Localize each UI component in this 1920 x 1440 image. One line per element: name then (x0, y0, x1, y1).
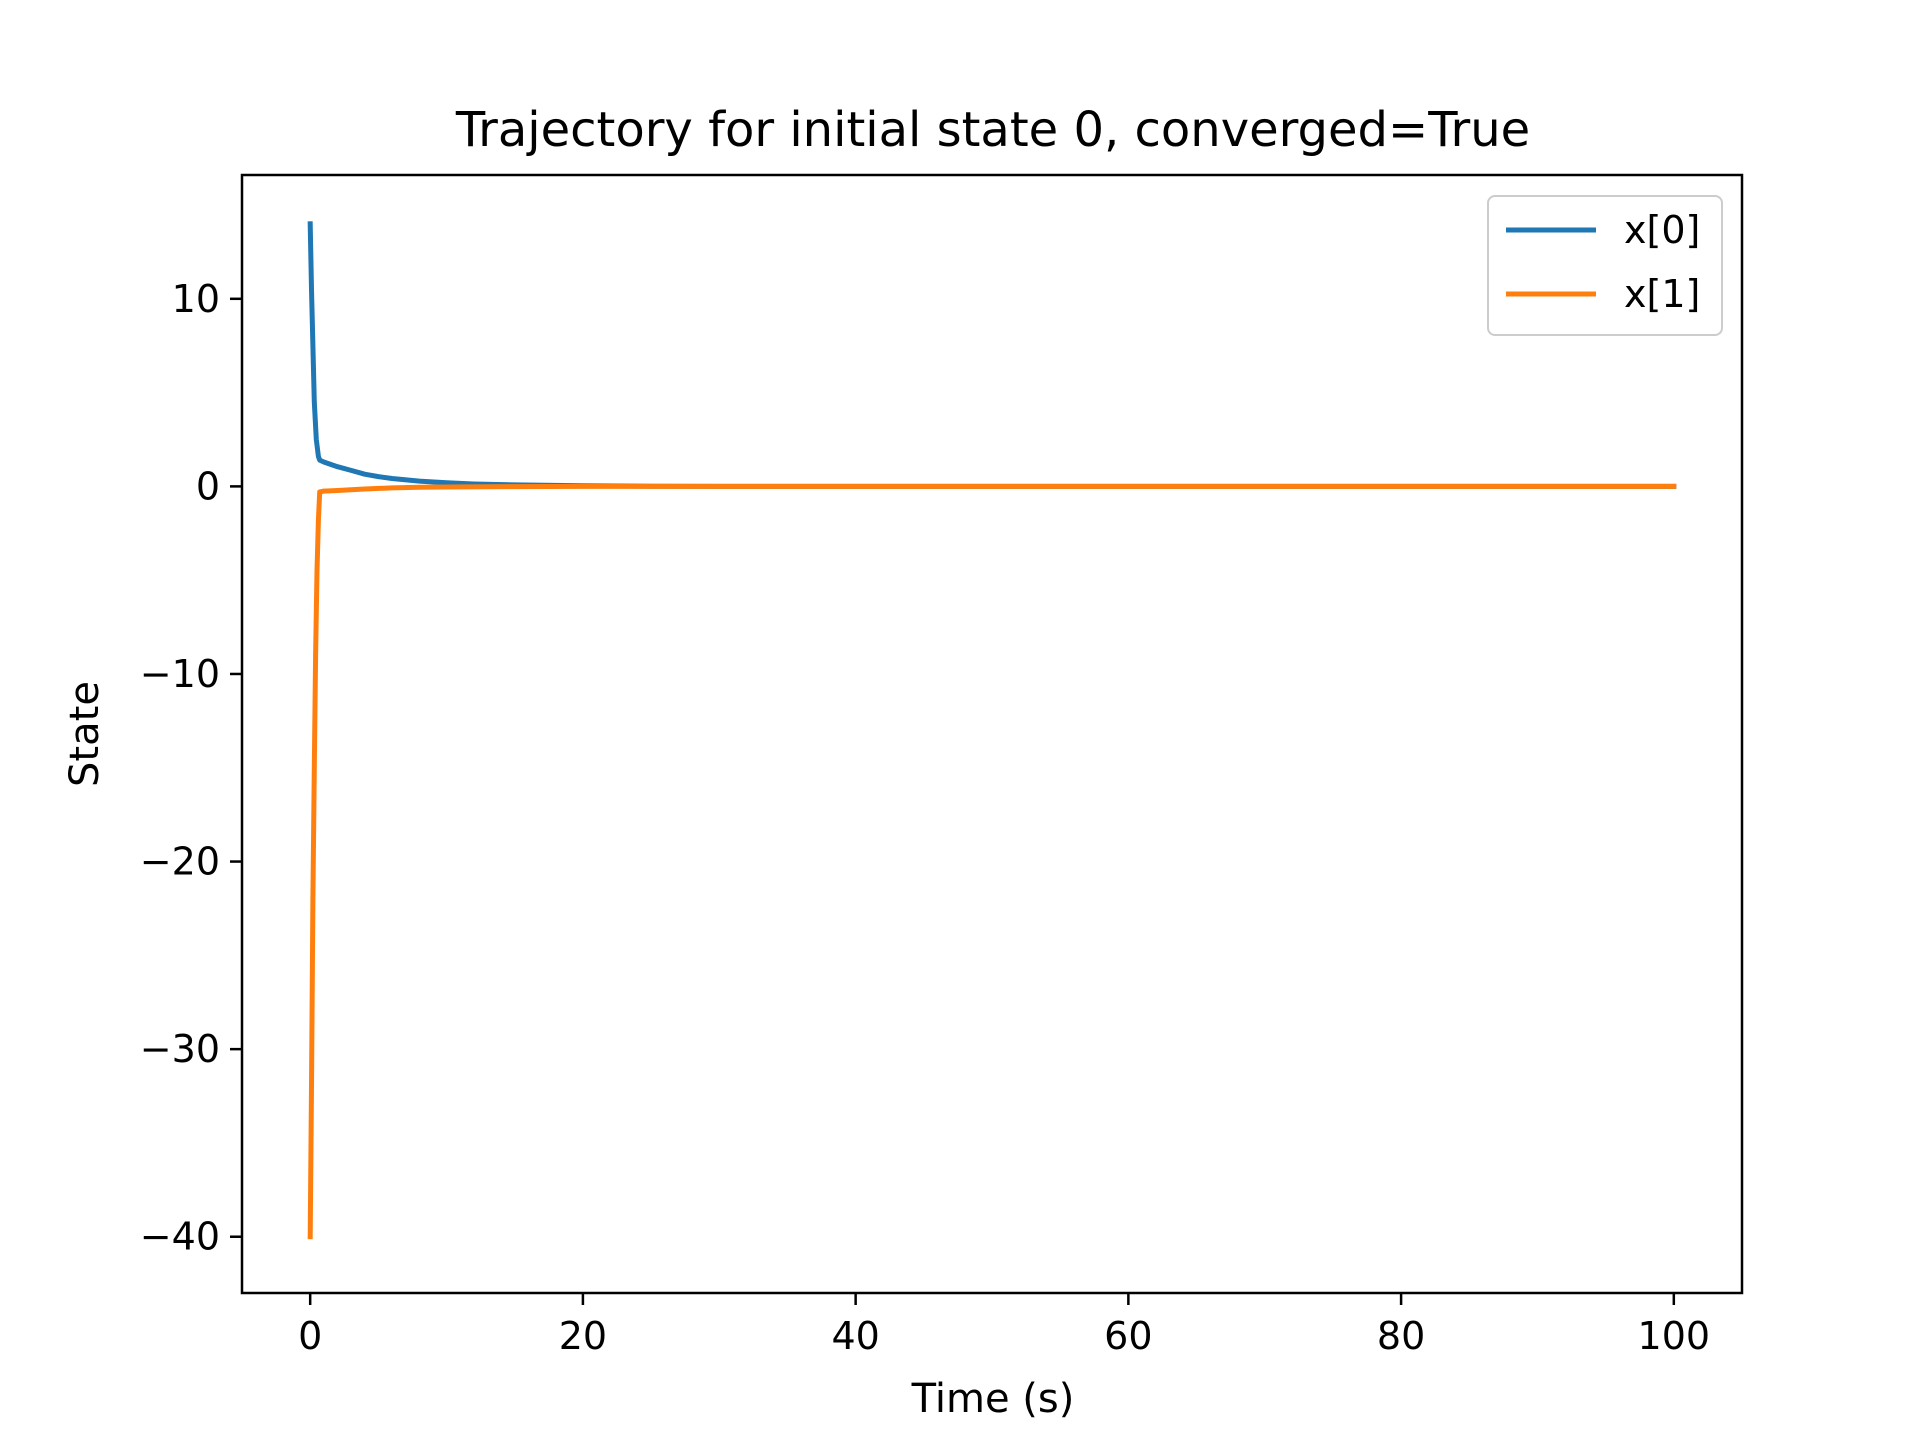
x-tick-label: 0 (298, 1314, 322, 1358)
x-tick-label: 40 (831, 1314, 879, 1358)
y-tick-label: −30 (140, 1027, 220, 1071)
y-tick-label: 10 (172, 277, 220, 321)
y-tick-label: −10 (140, 652, 220, 696)
y-tick-label: 0 (196, 464, 220, 508)
x-tick-label: 60 (1104, 1314, 1152, 1358)
x-axis-ticks: 0 20 40 60 80 100 (298, 1293, 1710, 1358)
plot-frame (240, 173, 1744, 1295)
y-tick-label: −20 (140, 840, 220, 884)
y-axis-ticks: 10 0 −10 −20 −30 −40 (140, 277, 242, 1259)
legend-label-x0: x[0] (1624, 208, 1700, 252)
x-tick-label: 100 (1638, 1314, 1711, 1358)
x-tick-label: 80 (1377, 1314, 1425, 1358)
x-tick-label: 20 (559, 1314, 607, 1358)
y-tick-label: −40 (140, 1215, 220, 1259)
plot-lines (307, 221, 1677, 1240)
series-line-x1 (307, 483, 1677, 1240)
legend: x[0] x[1] (1487, 195, 1723, 336)
chart-title: Trajectory for initial state 0, converge… (455, 102, 1530, 158)
legend-label-x1: x[1] (1624, 272, 1700, 316)
y-axis-label: State (62, 681, 108, 787)
x-axis-label: Time (s) (911, 1376, 1075, 1422)
